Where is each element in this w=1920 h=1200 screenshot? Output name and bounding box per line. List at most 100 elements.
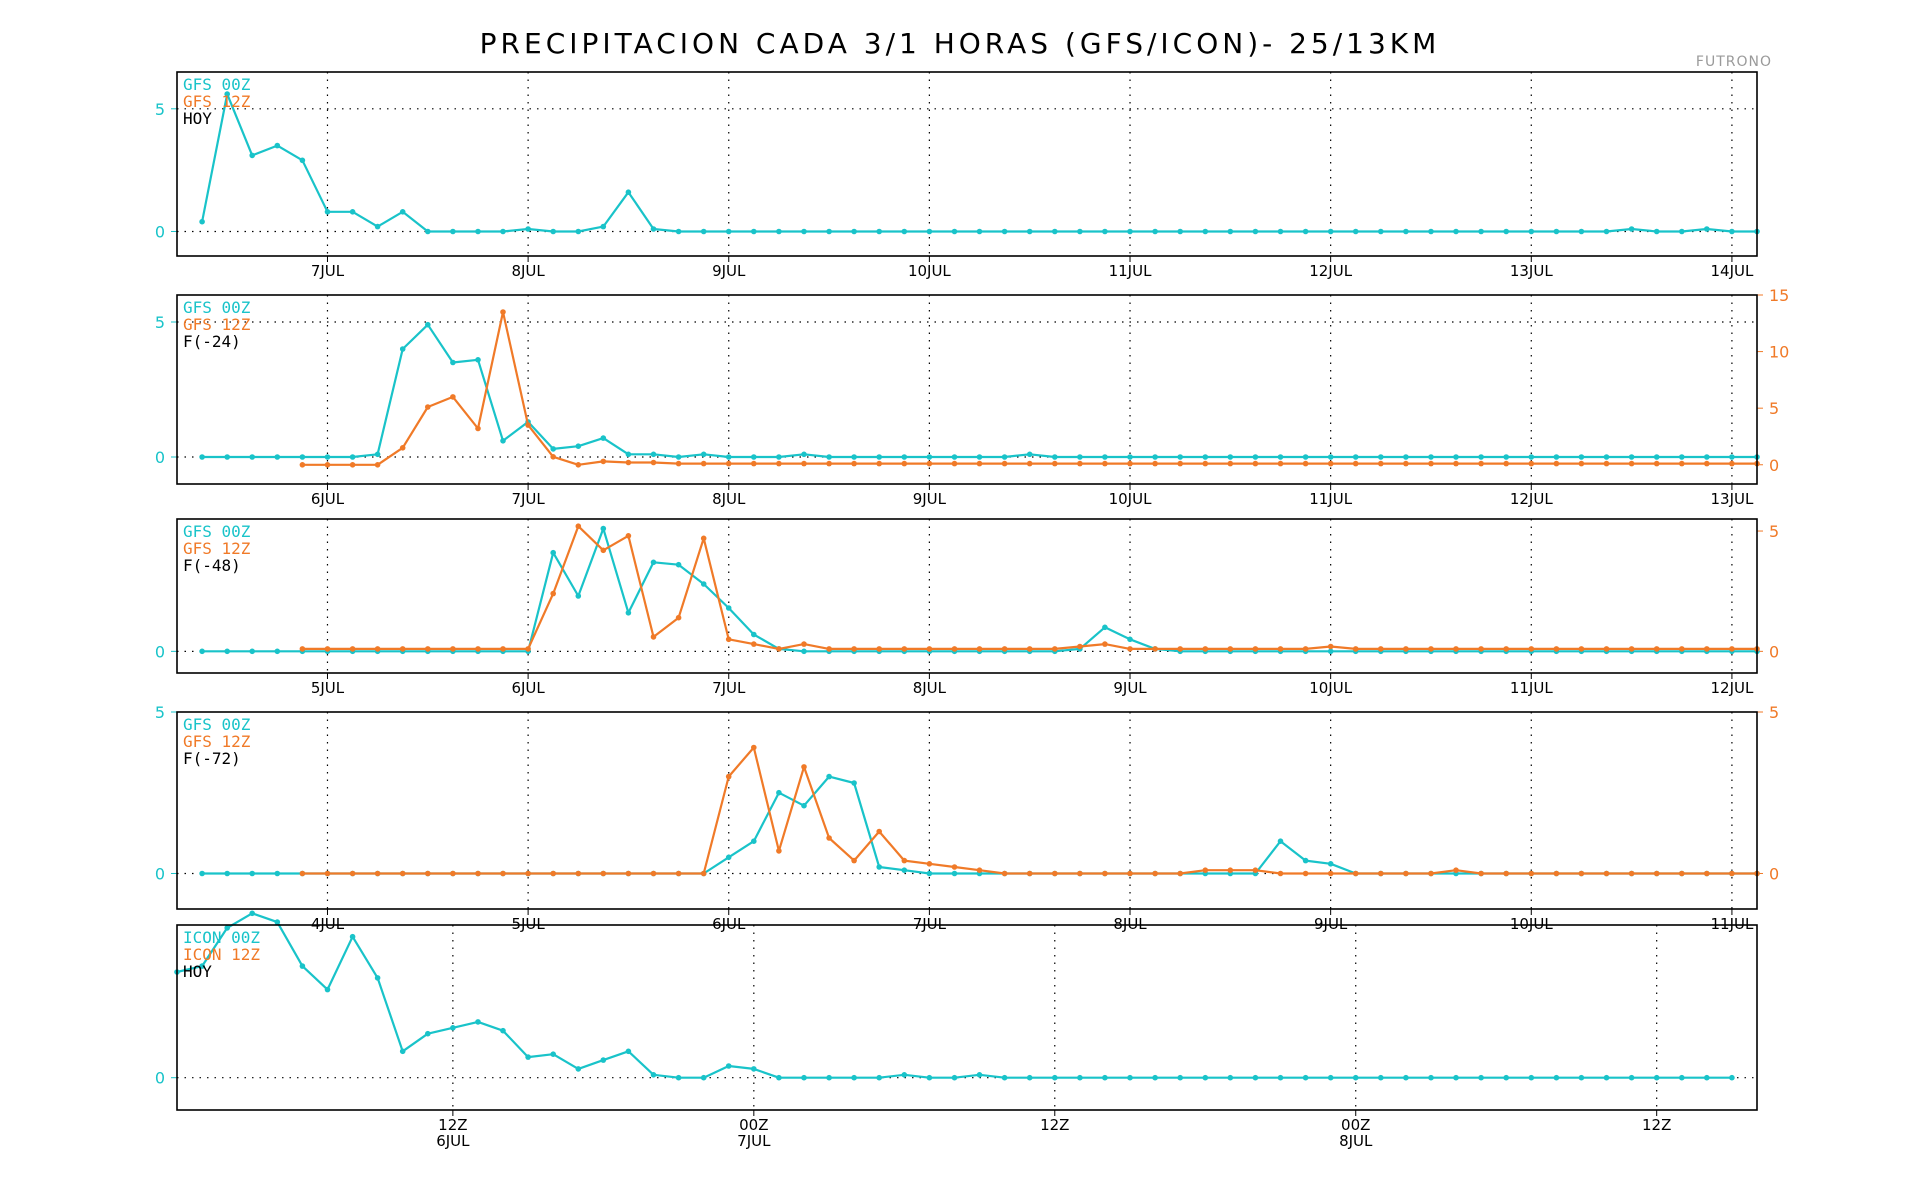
data-point xyxy=(399,1048,406,1055)
data-point xyxy=(1653,870,1660,877)
data-point xyxy=(1001,870,1008,877)
data-point xyxy=(1177,870,1183,877)
data-point xyxy=(751,454,757,460)
x-tick-label: 13JUL xyxy=(1710,490,1753,508)
data-point xyxy=(1603,1074,1610,1081)
data-point xyxy=(1553,870,1560,877)
data-point xyxy=(725,460,732,467)
data-point xyxy=(700,1074,707,1081)
data-point xyxy=(650,451,657,458)
data-point xyxy=(1077,1074,1083,1081)
y-right-tick-label: 5 xyxy=(1769,703,1779,722)
data-point xyxy=(1277,646,1284,652)
data-point xyxy=(600,223,607,230)
data-point xyxy=(1152,454,1158,460)
data-point xyxy=(1001,460,1008,467)
data-point xyxy=(901,228,908,235)
chart-panel-3: 5JUL 6JUL 7JUL 8JUL 9JUL 10JUL 11JUL 12JUL 0 0 5 GF… xyxy=(155,518,1779,697)
data-point xyxy=(801,641,807,647)
data-point xyxy=(1152,870,1158,877)
data-point xyxy=(1704,870,1710,877)
data-point xyxy=(901,857,908,864)
data-point xyxy=(1202,460,1209,467)
data-point xyxy=(324,986,331,993)
data-point xyxy=(1428,460,1434,467)
data-point xyxy=(475,228,481,235)
data-point xyxy=(901,460,908,467)
data-point xyxy=(1528,1074,1535,1081)
data-point xyxy=(425,404,431,410)
data-point xyxy=(826,646,832,652)
data-point xyxy=(851,454,857,460)
data-point xyxy=(776,460,782,467)
data-point xyxy=(500,1027,506,1034)
data-point xyxy=(1052,454,1058,460)
data-point xyxy=(1453,228,1459,235)
data-point xyxy=(625,533,632,539)
data-point xyxy=(801,460,807,467)
data-point xyxy=(751,1066,757,1072)
data-point xyxy=(1302,857,1309,864)
panel-frame xyxy=(176,518,1758,674)
data-point xyxy=(349,454,356,460)
legend-entry: F(-24) xyxy=(183,332,241,351)
data-point xyxy=(224,925,230,931)
data-point xyxy=(550,1051,556,1057)
panel-frame xyxy=(176,71,1758,257)
data-point xyxy=(1729,870,1735,877)
data-point xyxy=(1628,226,1635,232)
data-point xyxy=(274,919,281,925)
data-point xyxy=(1177,460,1183,467)
data-point xyxy=(1704,460,1710,467)
y-right-tick-label: 0 xyxy=(1769,642,1779,661)
data-point xyxy=(575,1066,582,1072)
data-point xyxy=(324,646,331,652)
series-icon-00z xyxy=(174,910,1735,1081)
data-point xyxy=(1528,870,1535,877)
series-gfs-12z xyxy=(299,744,1760,877)
data-point xyxy=(650,459,657,466)
data-point xyxy=(1001,454,1008,460)
data-point xyxy=(876,646,882,652)
x-tick-label: 9JUL xyxy=(712,262,746,280)
legend-entry: HOY xyxy=(183,962,212,981)
data-point xyxy=(374,975,381,981)
data-point xyxy=(700,228,707,235)
data-point xyxy=(1428,870,1434,877)
data-point xyxy=(425,228,431,235)
data-point xyxy=(951,870,958,877)
data-point xyxy=(1252,1074,1259,1081)
data-point xyxy=(1227,867,1234,873)
data-point xyxy=(1252,454,1259,460)
data-point xyxy=(374,451,381,458)
data-point xyxy=(1478,454,1484,460)
data-point xyxy=(1252,228,1259,235)
data-point xyxy=(1729,1074,1735,1081)
data-point xyxy=(475,425,481,432)
data-point xyxy=(625,610,632,616)
data-point xyxy=(851,228,857,235)
data-point xyxy=(976,867,983,873)
data-point xyxy=(1603,870,1610,877)
series-gfs-00z xyxy=(199,91,1760,235)
y-left-tick-label: 5 xyxy=(155,100,165,119)
data-point xyxy=(299,646,306,652)
data-point xyxy=(876,228,882,235)
x-tick-label: 9JUL xyxy=(1314,915,1348,933)
data-point xyxy=(1277,460,1284,467)
legend-entry: GFS 12Z xyxy=(183,539,251,558)
data-point xyxy=(976,460,983,467)
data-point xyxy=(1327,648,1334,655)
data-point xyxy=(851,460,857,467)
data-point xyxy=(1327,870,1334,877)
x-tick-sublabel: 6JUL xyxy=(436,1132,470,1150)
data-point xyxy=(876,454,882,460)
data-point xyxy=(1478,460,1484,467)
data-point xyxy=(675,454,682,460)
data-point xyxy=(299,870,306,877)
data-point xyxy=(1453,1074,1459,1081)
data-point xyxy=(625,189,632,195)
data-point xyxy=(425,646,431,652)
